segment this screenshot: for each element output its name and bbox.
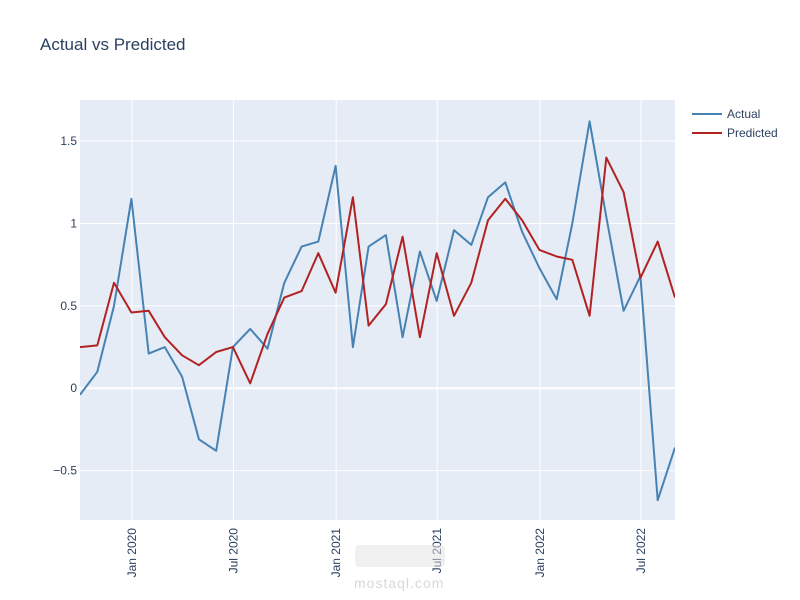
legend-label: Predicted bbox=[727, 126, 778, 140]
x-tick-label: Jan 2020 bbox=[125, 528, 139, 578]
x-tick-label: Jul 2020 bbox=[226, 528, 240, 574]
x-tick-label: Jan 2021 bbox=[329, 528, 343, 578]
legend[interactable]: Actual Predicted bbox=[692, 107, 778, 140]
y-tick-label: 1.5 bbox=[60, 134, 77, 148]
watermark: mostaql.com bbox=[354, 545, 445, 591]
legend-item-predicted[interactable]: Predicted bbox=[692, 126, 778, 140]
grid-lines bbox=[80, 100, 675, 520]
series-line-actual[interactable] bbox=[80, 120, 675, 502]
series-lines bbox=[80, 120, 675, 502]
y-tick-label: −0.5 bbox=[53, 464, 77, 478]
y-axis: −0.5 0 0.5 1 1.5 bbox=[53, 134, 77, 477]
legend-item-actual[interactable]: Actual bbox=[692, 107, 760, 121]
legend-label: Actual bbox=[727, 107, 760, 121]
watermark-text: mostaql.com bbox=[354, 575, 444, 591]
y-tick-label: 1 bbox=[70, 217, 77, 231]
watermark-logo bbox=[355, 545, 445, 567]
x-tick-label: Jul 2022 bbox=[634, 528, 648, 574]
y-tick-label: 0.5 bbox=[60, 299, 77, 313]
series-line-predicted[interactable] bbox=[80, 156, 675, 385]
x-tick-label: Jan 2022 bbox=[533, 528, 547, 578]
plot-area bbox=[80, 100, 675, 520]
chart-title: Actual vs Predicted bbox=[40, 35, 186, 54]
y-tick-label: 0 bbox=[70, 381, 77, 395]
